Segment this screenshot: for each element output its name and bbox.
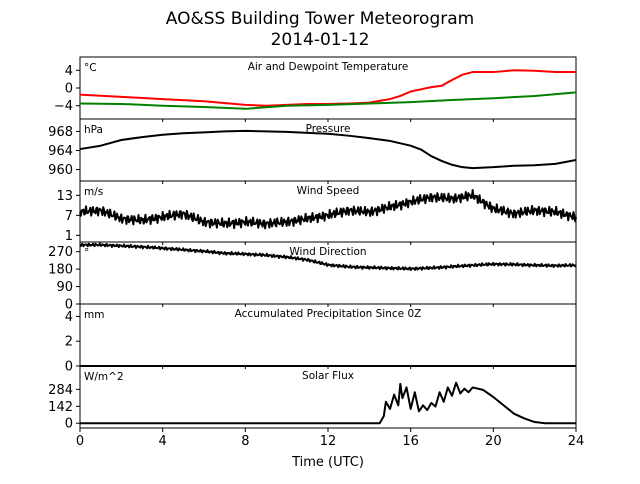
x-tick-label: 0	[76, 434, 84, 449]
panel-0-ytick-label: 4	[65, 64, 73, 79]
chart-title: AO&SS Building Tower Meteorogram	[166, 9, 474, 29]
panel-3-series-0-line	[79, 242, 577, 271]
panel-0-ytick-label: −4	[54, 99, 73, 114]
panel-5-ytick-label: 0	[65, 417, 73, 432]
panel-1-ytick-label: 960	[48, 163, 73, 178]
panel-5-ytick-label: 142	[48, 400, 73, 415]
x-axis-label: Time (UTC)	[291, 455, 364, 470]
panel-1-ytick-label: 964	[48, 144, 73, 159]
panel-4-unit: mm	[84, 309, 104, 321]
panel-0-series-1-line	[79, 91, 577, 110]
panel-5-series-0-line	[80, 381, 576, 425]
panel-4-ytick-label: 0	[65, 360, 73, 375]
panel-3-ytick-label: 0	[65, 298, 73, 313]
panel-0-unit: °C	[84, 62, 97, 74]
panel-5-unit: W/m^2	[84, 371, 124, 383]
panel-1-label: Pressure	[306, 123, 351, 135]
panel-1-series-0-line	[79, 129, 577, 170]
panel-2-unit: m/s	[84, 186, 103, 198]
panel-3-label: Wind Direction	[289, 246, 366, 258]
x-tick-label: 12	[320, 434, 337, 449]
panel-2: 13 7 1 m/s Wind Speed	[56, 180, 577, 245]
x-tick-label: 4	[159, 434, 167, 449]
panel-2-ytick-label: 13	[56, 189, 73, 204]
panel-1-unit: hPa	[84, 124, 103, 136]
x-tick-label: 16	[402, 434, 419, 449]
panel-3-unit: °	[84, 247, 89, 259]
panel-4-label: Accumulated Precipitation Since 0Z	[235, 308, 422, 320]
panel-2-series-0-line	[79, 189, 577, 230]
panel-5-ytick-label: 284	[48, 383, 73, 398]
panel-0-ytick-label: 0	[65, 82, 73, 97]
panel-4-ytick-label: 4	[65, 310, 73, 325]
panel-0-label: Air and Dewpoint Temperature	[248, 61, 409, 73]
panel-4: 4 2 0 mm Accumulated Precipitation Since 0Z	[65, 303, 577, 375]
panel-3-ytick-label: 270	[48, 245, 73, 260]
chart-subtitle: 2014-01-12	[271, 30, 370, 50]
panel-3-ytick-label: 180	[48, 263, 73, 278]
x-tick-label: 24	[568, 434, 585, 449]
panel-2-ytick-label: 1	[65, 229, 73, 244]
panel-5-label: Solar Flux	[302, 370, 354, 382]
x-tick-label: 8	[241, 434, 249, 449]
panel-2-ytick-label: 7	[65, 209, 73, 224]
panel-1: 968 964 960 hPa Pressure	[48, 118, 577, 184]
x-tick-label: 20	[485, 434, 502, 449]
panel-0: 4 0 −4 °C Air and Dewpoint Temperature	[54, 56, 577, 122]
panel-3: 270 180 90 0 ° Wind Direction	[48, 241, 577, 313]
panel-1-ytick-label: 968	[48, 125, 73, 140]
panel-3-ytick-label: 90	[56, 280, 73, 295]
panel-0-series-0-line	[79, 69, 576, 107]
panel-4-ytick-label: 2	[65, 335, 73, 350]
panel-2-label: Wind Speed	[297, 185, 360, 197]
panel-5: 284 142 0 W/m^2 Solar Flux	[48, 365, 577, 432]
